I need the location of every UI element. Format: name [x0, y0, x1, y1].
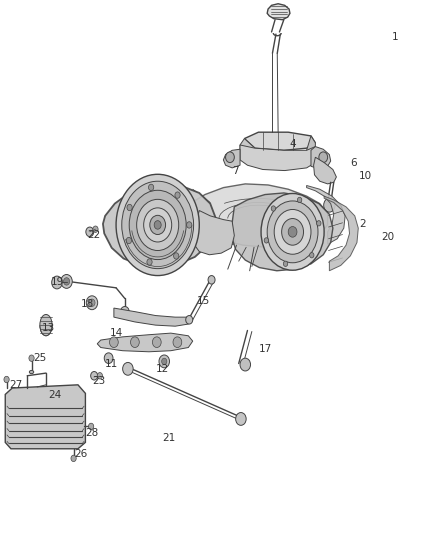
Circle shape — [120, 306, 129, 317]
Text: 14: 14 — [110, 328, 123, 338]
Circle shape — [187, 222, 192, 228]
Polygon shape — [97, 333, 193, 352]
Circle shape — [274, 209, 311, 254]
Circle shape — [264, 238, 268, 243]
Circle shape — [4, 376, 9, 383]
Text: 7: 7 — [232, 166, 239, 175]
Text: 2: 2 — [359, 219, 366, 229]
Circle shape — [208, 276, 215, 284]
Circle shape — [173, 253, 179, 259]
Text: 21: 21 — [162, 433, 175, 443]
Circle shape — [267, 201, 318, 263]
Polygon shape — [267, 4, 290, 20]
Circle shape — [283, 261, 288, 266]
Circle shape — [91, 372, 98, 380]
Circle shape — [64, 278, 70, 285]
Circle shape — [97, 373, 102, 379]
Circle shape — [29, 355, 34, 361]
Polygon shape — [307, 185, 345, 244]
Circle shape — [288, 239, 294, 246]
Circle shape — [110, 337, 118, 348]
Polygon shape — [5, 385, 85, 449]
Text: 19: 19 — [50, 278, 64, 287]
Polygon shape — [307, 136, 315, 163]
Circle shape — [282, 219, 304, 245]
Text: 11: 11 — [105, 359, 118, 368]
Polygon shape — [103, 184, 215, 268]
Circle shape — [297, 197, 302, 203]
Polygon shape — [114, 308, 188, 326]
Circle shape — [226, 152, 234, 163]
Circle shape — [317, 221, 321, 226]
Circle shape — [229, 237, 235, 245]
Circle shape — [154, 221, 161, 229]
Circle shape — [148, 184, 154, 191]
Circle shape — [71, 455, 76, 462]
Circle shape — [127, 204, 132, 211]
Circle shape — [86, 227, 94, 237]
Polygon shape — [244, 132, 315, 150]
Circle shape — [236, 413, 246, 425]
Circle shape — [310, 253, 314, 258]
Polygon shape — [231, 193, 333, 271]
Circle shape — [89, 299, 95, 306]
Polygon shape — [240, 139, 255, 163]
Circle shape — [88, 423, 94, 430]
Circle shape — [129, 190, 186, 260]
Circle shape — [212, 221, 217, 227]
Circle shape — [162, 358, 167, 365]
Text: 25: 25 — [33, 353, 46, 363]
Polygon shape — [192, 211, 234, 255]
Circle shape — [173, 337, 182, 348]
Circle shape — [131, 337, 139, 348]
Circle shape — [52, 276, 62, 289]
Text: 4: 4 — [289, 139, 296, 149]
Text: 12: 12 — [155, 364, 169, 374]
Circle shape — [93, 226, 98, 232]
Text: 24: 24 — [48, 391, 61, 400]
Text: 13: 13 — [42, 323, 55, 333]
Circle shape — [319, 152, 328, 163]
Text: 20: 20 — [381, 232, 394, 242]
Circle shape — [186, 316, 193, 324]
Circle shape — [324, 198, 335, 212]
Text: 6: 6 — [350, 158, 357, 167]
Circle shape — [175, 192, 180, 198]
Circle shape — [86, 296, 98, 310]
Circle shape — [123, 362, 133, 375]
Circle shape — [152, 337, 161, 348]
Circle shape — [126, 237, 131, 244]
Circle shape — [137, 199, 179, 251]
Polygon shape — [188, 184, 328, 247]
Text: 18: 18 — [81, 299, 94, 309]
Circle shape — [147, 259, 152, 265]
Text: 26: 26 — [74, 449, 88, 459]
Text: 15: 15 — [197, 296, 210, 306]
Circle shape — [61, 274, 72, 288]
Polygon shape — [314, 157, 336, 184]
Circle shape — [150, 215, 166, 235]
Text: 10: 10 — [359, 171, 372, 181]
Polygon shape — [240, 145, 315, 171]
Text: 17: 17 — [258, 344, 272, 354]
Polygon shape — [324, 196, 358, 271]
Ellipse shape — [29, 370, 34, 374]
Circle shape — [122, 181, 194, 269]
Polygon shape — [311, 147, 331, 169]
Polygon shape — [223, 149, 240, 168]
Circle shape — [271, 206, 276, 211]
Text: 28: 28 — [85, 428, 99, 438]
Text: 22: 22 — [88, 230, 101, 239]
Circle shape — [104, 353, 113, 364]
Circle shape — [261, 193, 324, 270]
Text: 1: 1 — [392, 33, 399, 42]
Circle shape — [240, 358, 251, 371]
Text: 27: 27 — [10, 380, 23, 390]
Circle shape — [144, 208, 172, 242]
Circle shape — [116, 174, 199, 276]
Circle shape — [288, 227, 297, 237]
Ellipse shape — [40, 314, 52, 336]
Circle shape — [159, 355, 170, 368]
Text: 23: 23 — [92, 376, 105, 386]
